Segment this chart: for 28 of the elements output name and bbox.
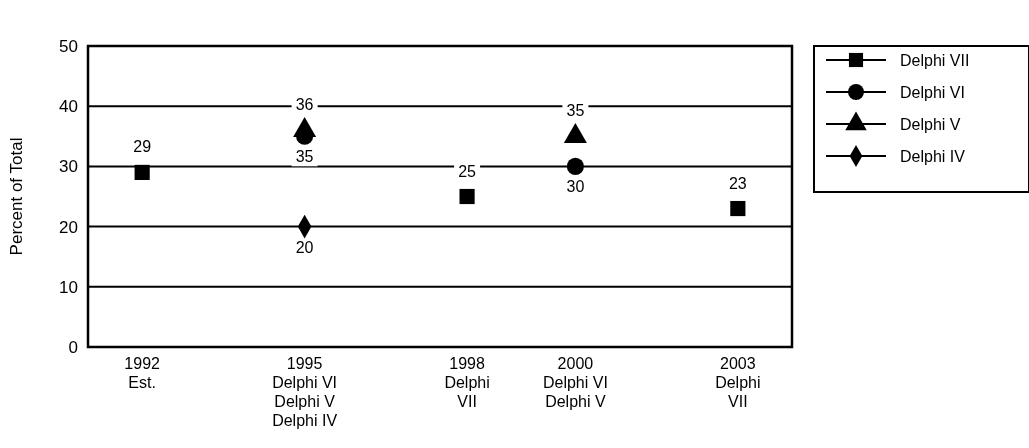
y-tick-label: 30 (59, 157, 78, 177)
x-tick-label: 1995 Delphi VI Delphi V Delphi IV (272, 355, 338, 429)
data-label: 29 (133, 138, 152, 156)
y-tick-label: 10 (59, 277, 78, 297)
point (566, 157, 584, 175)
legend-label: Delphi VII (900, 51, 970, 69)
point (730, 200, 746, 217)
legend-label: Delphi V (900, 115, 961, 133)
data-label: 36 (295, 96, 314, 114)
y-tick-label: 20 (59, 217, 78, 237)
data-label: 35 (566, 102, 585, 120)
data-label: 25 (458, 162, 477, 180)
y-axis-title: Percent of Total (7, 137, 26, 256)
y-tick-label: 40 (59, 97, 78, 117)
data-label: 20 (295, 238, 314, 256)
legend-label: Delphi VI (900, 83, 965, 101)
data-label: 35 (295, 148, 314, 166)
x-tick-label: 1992 Est. (124, 355, 161, 391)
point (134, 164, 150, 180)
x-tick-label: 2000 Delphi VI Delphi V (542, 355, 608, 410)
x-tick-label: 1998 Delphi VII (444, 355, 490, 410)
data-label: 30 (566, 178, 585, 196)
point (459, 188, 475, 205)
y-tick-label: 50 (59, 36, 78, 56)
data-label: 23 (728, 174, 747, 192)
legend-label: Delphi IV (900, 147, 966, 165)
x-tick-label: 2003 Delphi VII (715, 355, 761, 410)
y-tick-label: 0 (68, 337, 78, 357)
